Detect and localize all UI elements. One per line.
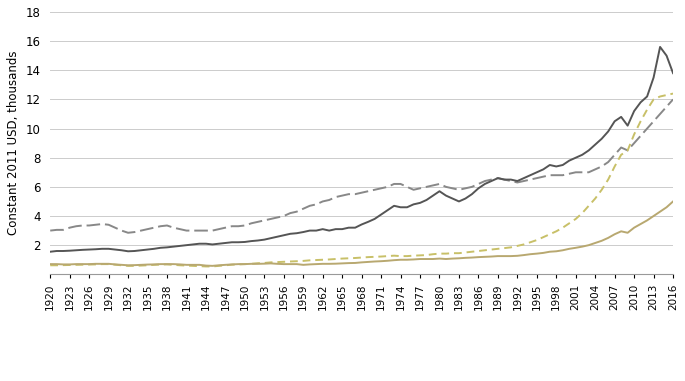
Brazil — [403, 205, 411, 210]
India — [92, 261, 100, 266]
Brazil — [669, 71, 677, 75]
Y-axis label: Constant 2011 USD, thousands: Constant 2011 USD, thousands — [7, 51, 20, 235]
India — [533, 251, 541, 256]
Brazil — [46, 250, 54, 254]
Brazil — [66, 248, 74, 253]
China — [410, 253, 418, 258]
India — [364, 259, 372, 264]
South Africa — [533, 176, 541, 180]
India — [669, 199, 677, 204]
South Africa — [92, 223, 100, 227]
South Africa — [215, 227, 223, 231]
South Africa — [124, 231, 132, 235]
Line: India: India — [50, 202, 673, 266]
Line: China: China — [50, 94, 673, 266]
China — [669, 91, 677, 96]
Brazil — [656, 45, 664, 49]
Line: Brazil: Brazil — [50, 47, 673, 252]
China — [92, 262, 100, 267]
South Africa — [46, 228, 54, 233]
Line: South Africa: South Africa — [50, 99, 673, 233]
China — [202, 264, 210, 269]
Brazil — [358, 222, 366, 227]
South Africa — [364, 189, 372, 194]
Brazil — [208, 242, 216, 247]
India — [410, 257, 418, 262]
China — [533, 238, 541, 242]
India — [66, 262, 74, 267]
Brazil — [92, 247, 100, 251]
South Africa — [410, 187, 418, 192]
China — [66, 263, 74, 267]
China — [46, 263, 54, 267]
India — [46, 262, 54, 266]
South Africa — [66, 226, 74, 230]
Brazil — [526, 173, 534, 178]
China — [364, 255, 372, 259]
China — [215, 264, 223, 268]
India — [215, 263, 223, 267]
India — [208, 264, 216, 268]
South Africa — [669, 97, 677, 102]
